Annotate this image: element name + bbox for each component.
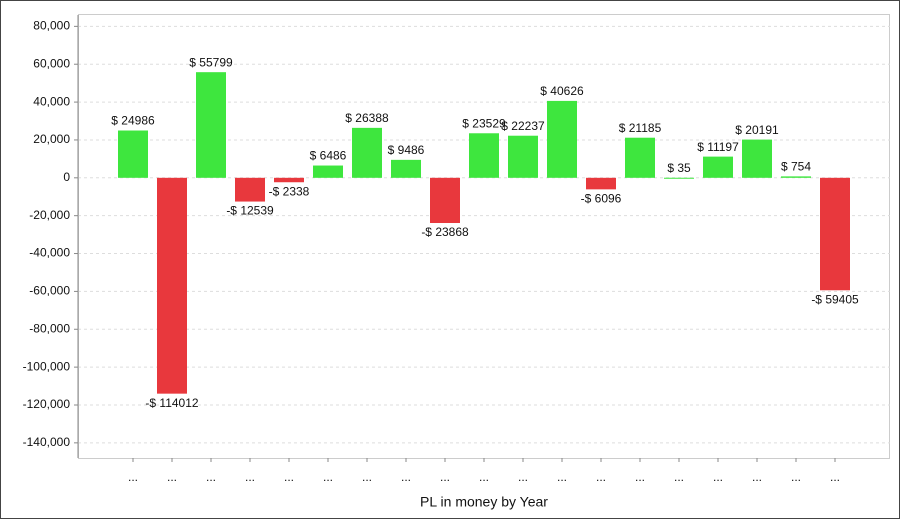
x-tick-label: ... — [752, 470, 762, 484]
value-label: $ 40626 — [540, 84, 584, 98]
x-tick-label: ... — [557, 470, 567, 484]
x-tick-label: ... — [284, 470, 294, 484]
x-tick-label: ... — [791, 470, 801, 484]
x-tick-label: ... — [674, 470, 684, 484]
x-tick-label: ... — [362, 470, 372, 484]
value-label: -$ 2338 — [269, 184, 310, 198]
bar — [547, 100, 577, 178]
bar — [118, 130, 148, 178]
x-axis-label: PL in money by Year — [420, 494, 548, 510]
x-tick-label: ... — [830, 470, 840, 484]
value-label: $ 23529 — [462, 116, 506, 130]
bar — [742, 139, 772, 178]
x-tick-label: ... — [635, 470, 645, 484]
bar — [274, 177, 304, 183]
bar — [235, 177, 265, 202]
bar — [625, 137, 655, 178]
value-label: $ 24986 — [111, 114, 155, 128]
value-label: $ 754 — [781, 160, 811, 174]
value-label: -$ 23868 — [421, 225, 469, 239]
y-tick-label: -40,000 — [29, 246, 70, 260]
x-tick-label: ... — [440, 470, 450, 484]
bar — [157, 177, 187, 394]
value-label: $ 6486 — [310, 149, 347, 163]
y-tick-label: -20,000 — [29, 208, 70, 222]
x-tick-label: ... — [518, 470, 528, 484]
y-tick-label: 0 — [63, 170, 70, 184]
y-tick-label: -100,000 — [23, 359, 71, 373]
x-tick-label: ... — [206, 470, 216, 484]
y-tick-label: 40,000 — [33, 94, 70, 108]
x-tick-label: ... — [245, 470, 255, 484]
bar — [430, 177, 460, 223]
value-label: -$ 12539 — [226, 204, 274, 218]
value-label: $ 22237 — [501, 119, 545, 133]
value-label: -$ 114012 — [145, 396, 198, 410]
x-tick-label: ... — [323, 470, 333, 484]
bar — [781, 176, 811, 178]
value-label: $ 20191 — [735, 123, 779, 137]
value-label: -$ 59405 — [811, 292, 859, 306]
bar — [391, 159, 421, 178]
x-tick-label: ... — [128, 470, 138, 484]
bar — [508, 135, 538, 178]
x-tick-label: ... — [167, 470, 177, 484]
x-tick-label: ... — [596, 470, 606, 484]
value-label: $ 35 — [667, 161, 691, 175]
value-label: -$ 6096 — [581, 192, 622, 206]
y-tick-label: 80,000 — [33, 19, 70, 33]
bar — [352, 127, 382, 178]
bar — [820, 177, 850, 291]
x-tick-label: ... — [479, 470, 489, 484]
bar — [703, 156, 733, 178]
value-label: $ 55799 — [189, 55, 233, 69]
bar — [586, 177, 616, 190]
bar — [664, 177, 694, 179]
y-tick-label: 20,000 — [33, 132, 70, 146]
x-tick-label: ... — [713, 470, 723, 484]
x-tick-label: ... — [401, 470, 411, 484]
value-label: $ 9486 — [388, 143, 425, 157]
bar — [313, 165, 343, 178]
bar — [469, 133, 499, 178]
y-tick-label: -140,000 — [23, 435, 71, 449]
y-tick-label: -60,000 — [29, 284, 70, 298]
value-label: $ 21185 — [619, 121, 662, 135]
bar — [196, 72, 226, 178]
y-tick-label: 60,000 — [33, 56, 70, 70]
value-label: $ 11197 — [697, 140, 739, 154]
y-tick-label: -80,000 — [29, 321, 70, 335]
value-label: $ 26388 — [345, 111, 389, 125]
y-tick-label: -120,000 — [23, 397, 71, 411]
